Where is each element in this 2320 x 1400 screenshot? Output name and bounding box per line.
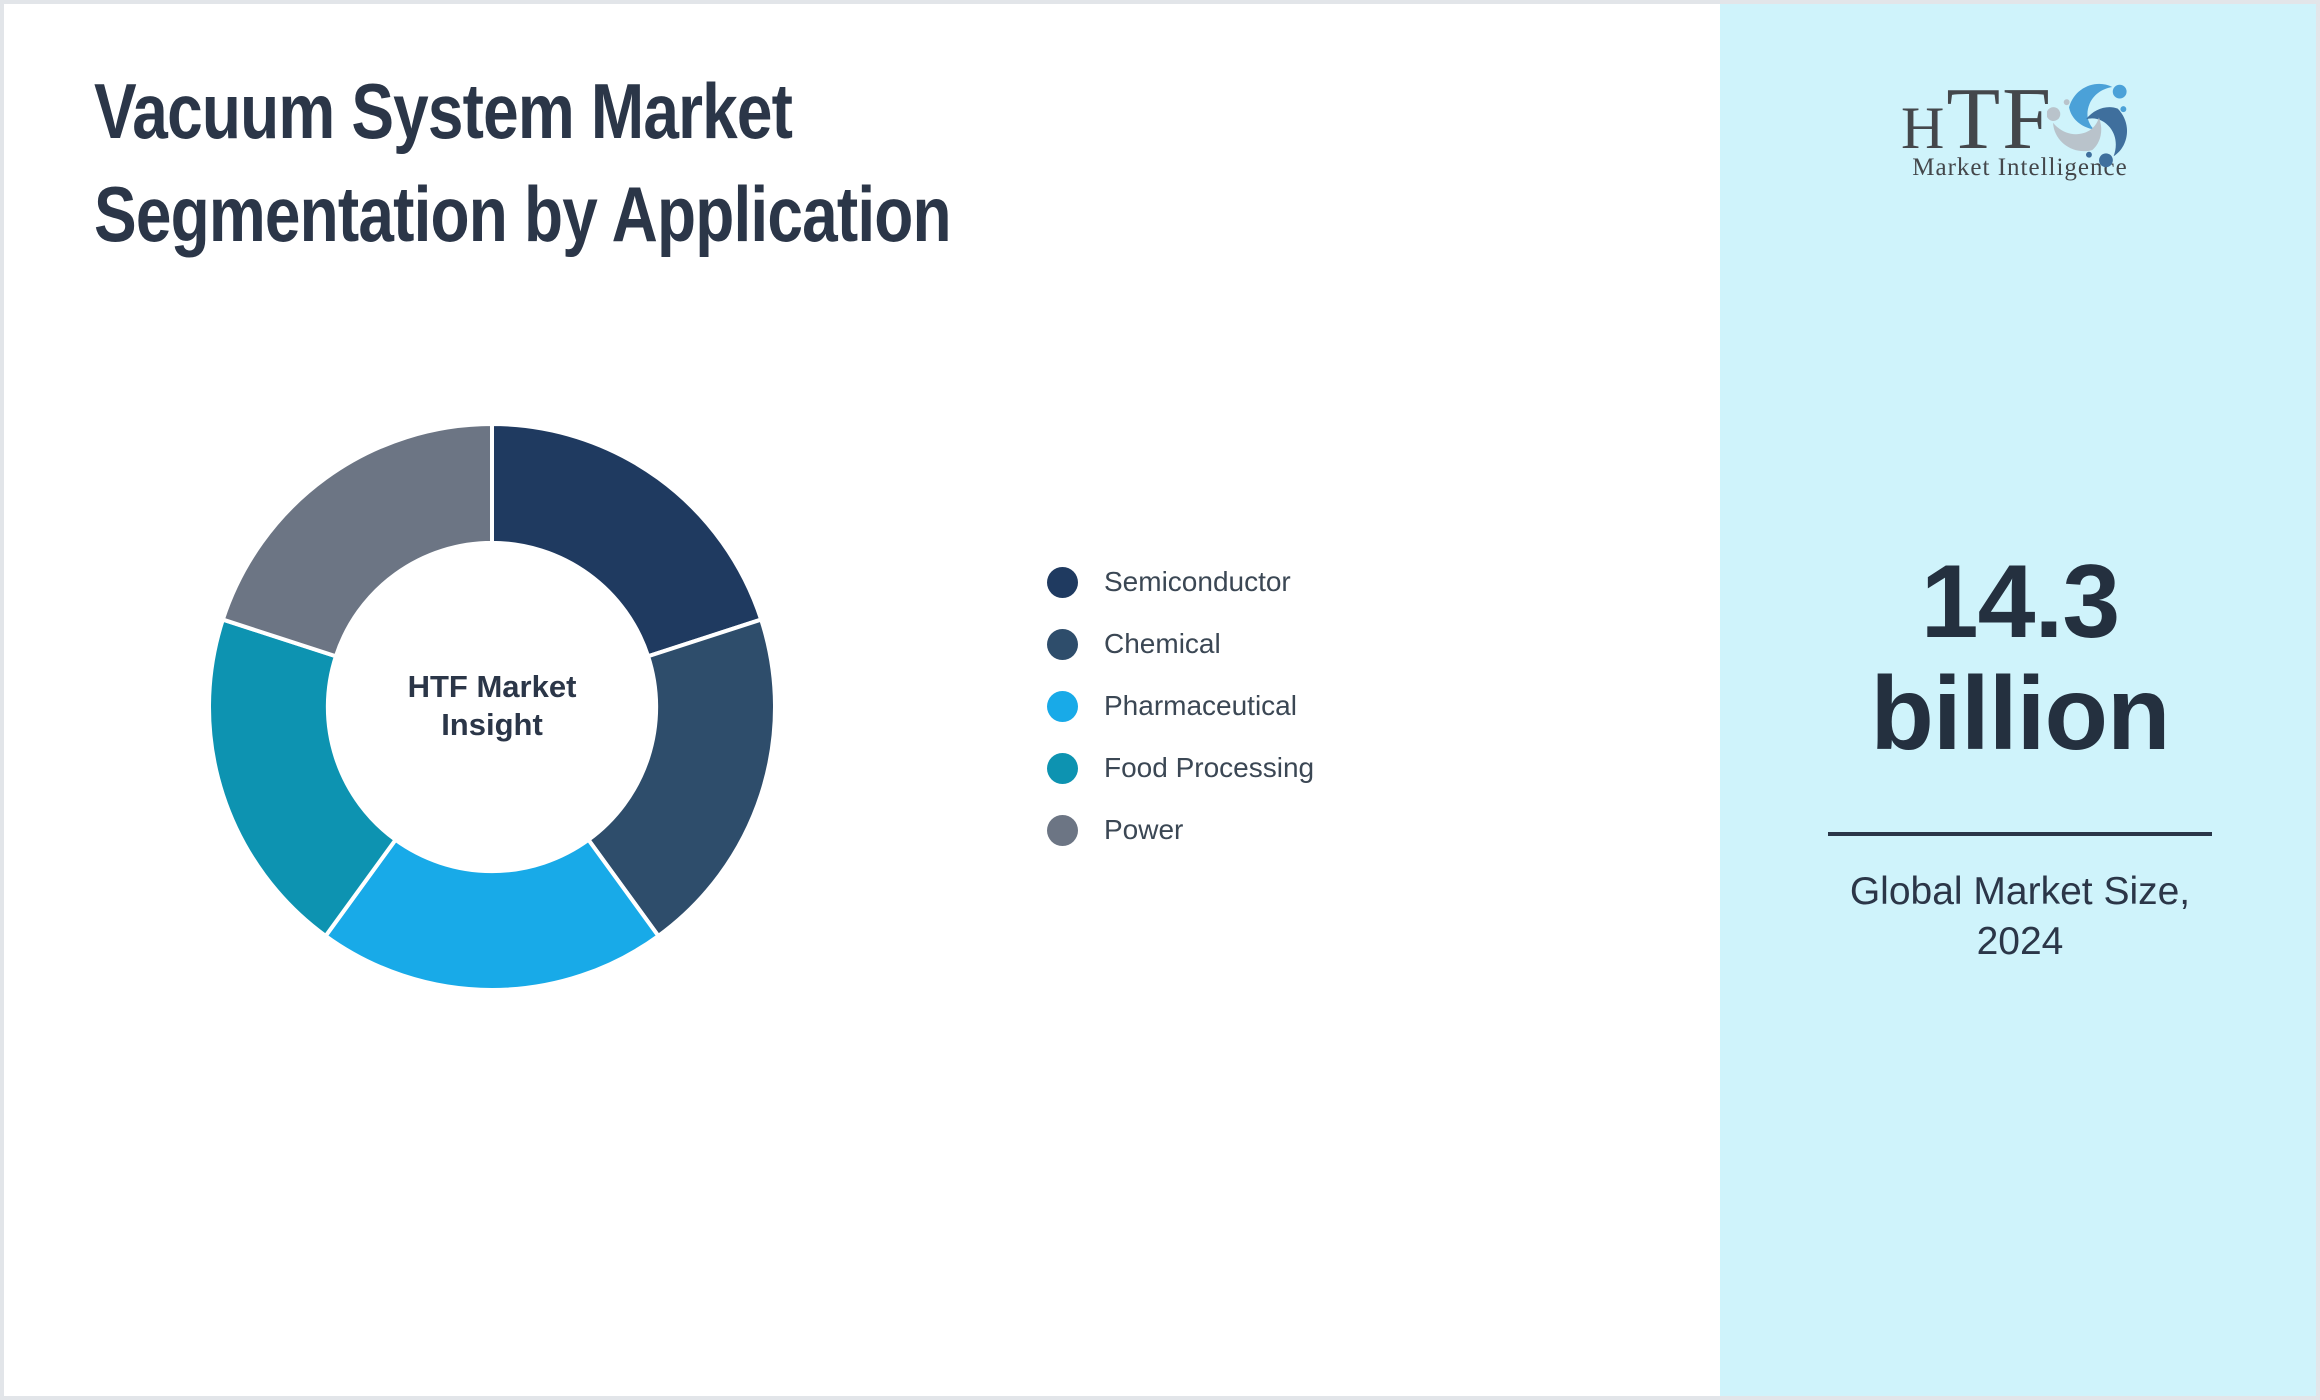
donut-center-label-line1: HTF Market <box>407 669 577 704</box>
legend-label: Power <box>1104 814 1184 845</box>
sidebar: HTF Market Intelligence 14.3 billion Glo… <box>1720 4 2316 1396</box>
page-title-line2: Segmentation by Application <box>94 170 952 258</box>
legend-label: Chemical <box>1104 628 1221 659</box>
page-title-line1: Vacuum System Market <box>94 67 793 155</box>
chart-legend: Semiconductor Chemical Pharmaceutical Food … <box>1047 566 1314 876</box>
legend-label: Pharmaceutical <box>1104 690 1297 721</box>
sidebar-divider <box>1828 832 2212 836</box>
legend-item-power: Power <box>1047 814 1314 846</box>
legend-item-food-processing: Food Processing <box>1047 752 1314 784</box>
donut-segment-food-processing <box>207 617 399 939</box>
legend-dot-icon <box>1047 628 1078 660</box>
donut-segment-power <box>220 421 494 659</box>
market-size-caption-line2: 2024 <box>1976 920 2064 963</box>
htf-logo-swirl-icon <box>2047 83 2127 168</box>
donut-chart <box>192 407 792 1007</box>
market-size-caption: Global Market Size, 2024 <box>1720 867 2316 967</box>
legend-item-chemical: Chemical <box>1047 628 1314 660</box>
legend-label: Food Processing <box>1104 752 1315 783</box>
donut-segment-semiconductor <box>490 421 764 659</box>
legend-dot-icon <box>1047 752 1078 784</box>
donut-center-label: HTF Market Insight <box>192 668 792 744</box>
legend-item-pharmaceutical: Pharmaceutical <box>1047 690 1314 722</box>
legend-dot-icon <box>1047 814 1078 846</box>
htf-logo-subtext: Market Intelligence <box>1912 154 2128 181</box>
page-title: Vacuum System Market Segmentation by App… <box>94 60 952 266</box>
legend-dot-icon <box>1047 690 1078 722</box>
market-size-number: 14.3 <box>1920 544 2120 660</box>
market-size-value: 14.3 billion <box>1720 544 2316 772</box>
donut-center-label-line2: Insight <box>441 707 543 742</box>
htf-logo-text: HTF <box>1901 69 2053 170</box>
market-size-caption-line1: Global Market Size, <box>1849 870 2191 913</box>
donut-svg <box>207 421 777 992</box>
legend-dot-icon <box>1047 566 1078 598</box>
htf-logo-letter-h: H <box>1900 95 1947 161</box>
htf-logo: HTF Market Intelligence <box>1720 56 2316 182</box>
htf-logo-letters-tf: TF <box>1946 71 2054 168</box>
htf-logo-row: HTF <box>1901 56 2139 170</box>
legend-label: Semiconductor <box>1104 566 1291 597</box>
donut-segment-pharmaceutical <box>322 836 662 992</box>
donut-segment-chemical <box>585 617 777 939</box>
market-size-unit: billion <box>1870 656 2170 772</box>
legend-item-semiconductor: Semiconductor <box>1047 566 1314 598</box>
